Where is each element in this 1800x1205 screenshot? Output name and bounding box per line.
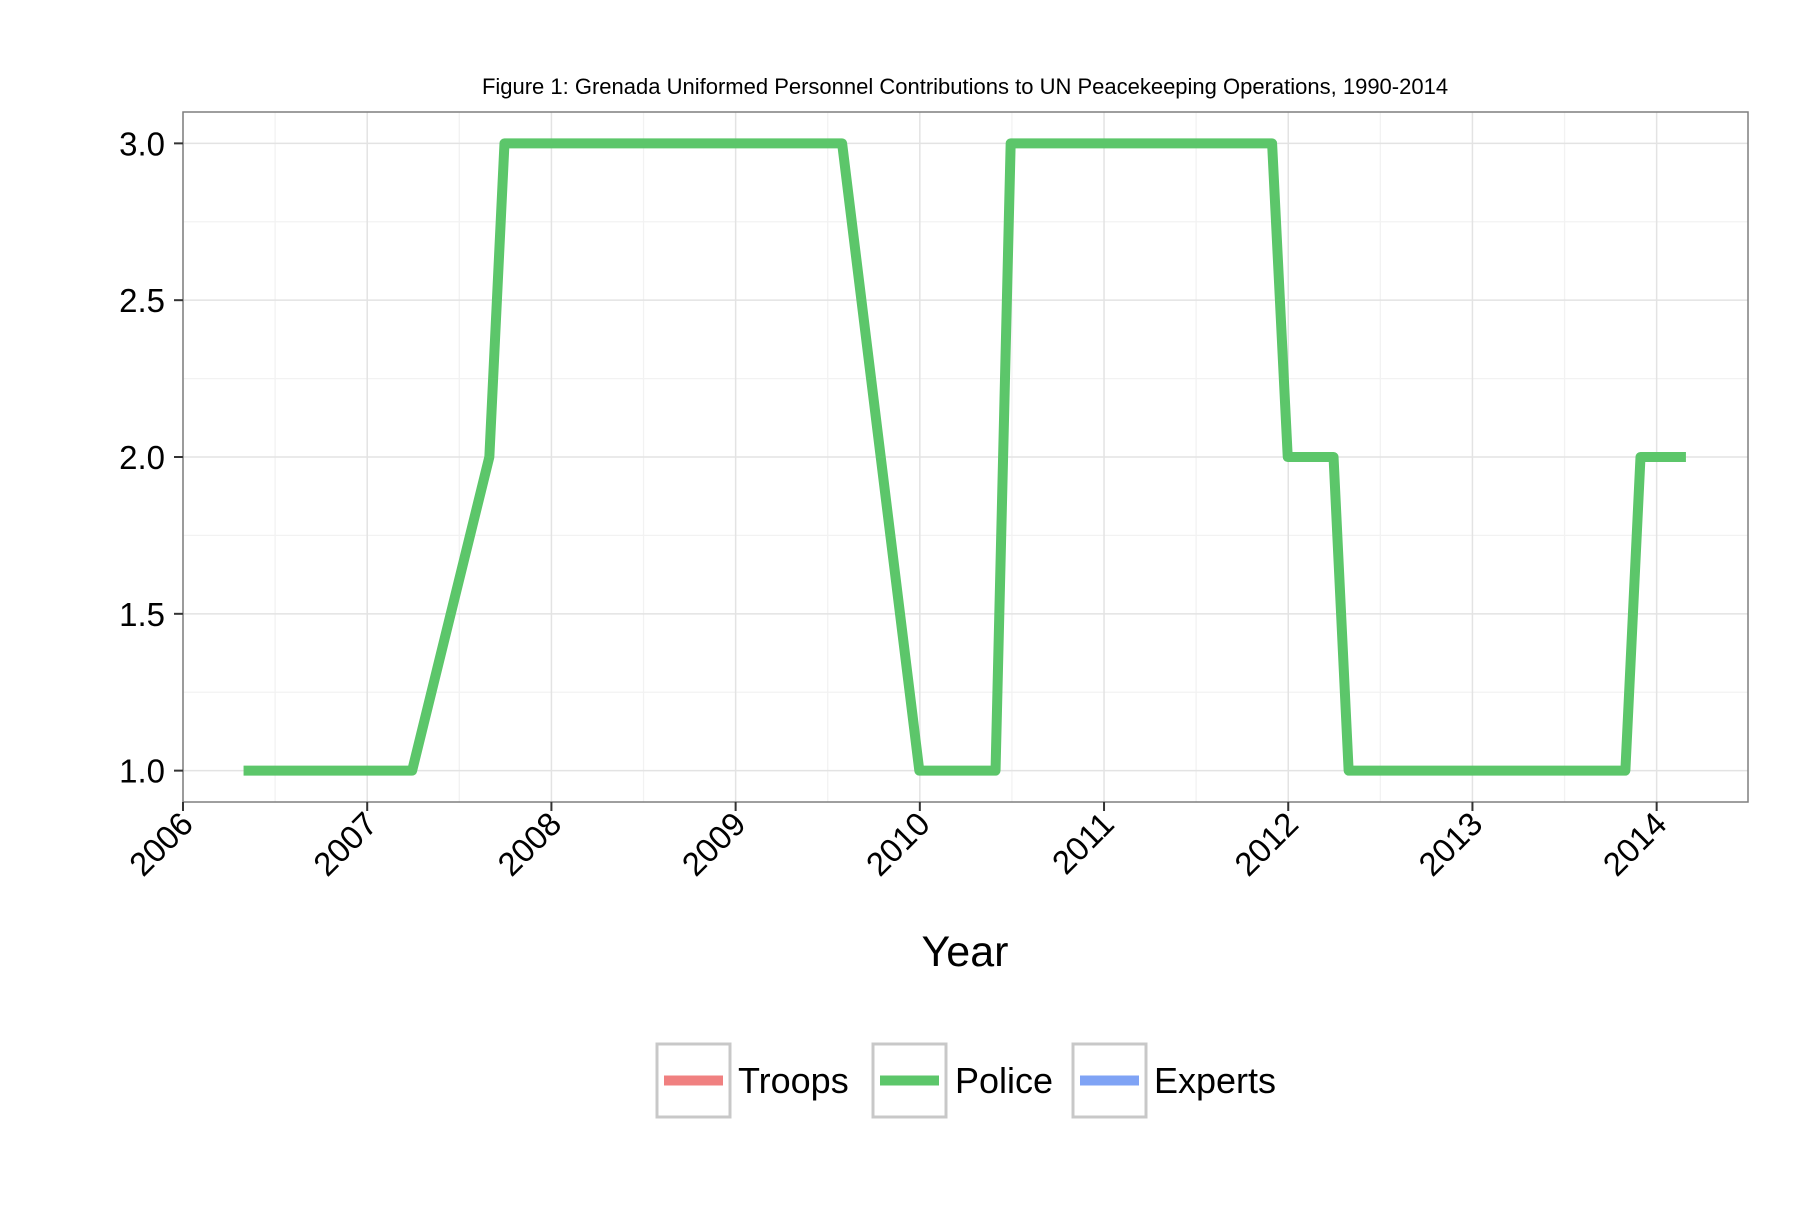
x-axis-title: Year bbox=[922, 928, 1009, 976]
legend-item-experts: Experts bbox=[1071, 1042, 1276, 1119]
x-tick-label: 2011 bbox=[1045, 805, 1121, 881]
legend-label: Troops bbox=[738, 1060, 849, 1101]
x-tick-label: 2010 bbox=[859, 805, 937, 883]
chart-title: Figure 1: Grenada Uniformed Personnel Co… bbox=[482, 74, 1448, 99]
y-tick-label: 2.0 bbox=[119, 439, 165, 476]
plot-area bbox=[182, 111, 1749, 803]
series-line-police bbox=[243, 138, 1686, 776]
x-tick-label: 2008 bbox=[490, 805, 568, 883]
y-axis: 1.0 1.5 2.0 2.5 3.0 bbox=[119, 125, 183, 790]
y-tick-label: 1.5 bbox=[119, 596, 165, 633]
x-tick-label: 2009 bbox=[674, 805, 752, 883]
y-tick-label: 2.5 bbox=[119, 282, 165, 319]
legend-label: Police bbox=[955, 1060, 1053, 1101]
x-tick-label: 2012 bbox=[1227, 805, 1305, 883]
x-tick-label: 2013 bbox=[1411, 805, 1489, 883]
legend-item-police: Police bbox=[871, 1042, 1053, 1119]
legend-item-troops: Troops bbox=[655, 1042, 849, 1119]
x-axis: 2006 2007 2008 2009 2010 2011 2012 2013 2014 bbox=[122, 802, 1674, 883]
x-tick-label: 2014 bbox=[1596, 805, 1674, 883]
y-tick-label: 1.0 bbox=[119, 753, 165, 790]
legend-label: Experts bbox=[1154, 1060, 1276, 1101]
y-tick-label: 3.0 bbox=[119, 125, 165, 162]
x-tick-label: 2006 bbox=[122, 805, 200, 883]
x-tick-label: 2007 bbox=[306, 805, 384, 883]
legend: Troops Police Experts bbox=[655, 1042, 1276, 1119]
